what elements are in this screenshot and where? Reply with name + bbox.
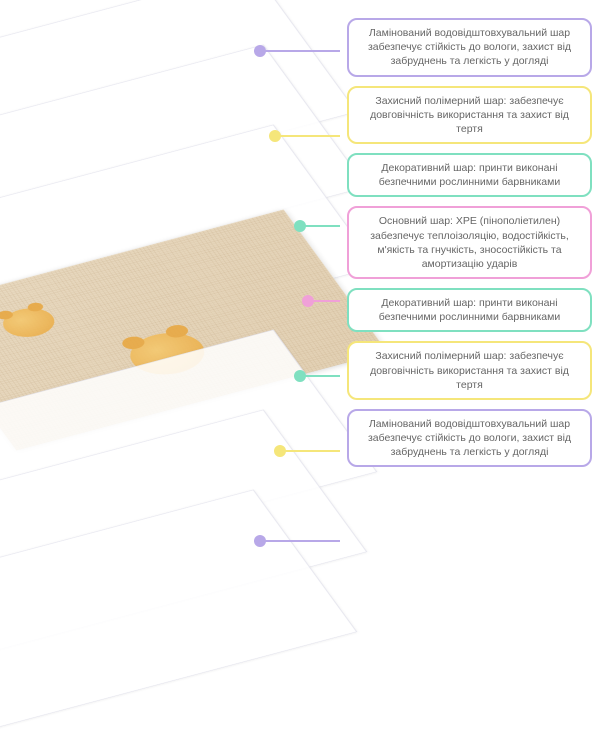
connector-2	[300, 225, 340, 227]
label-main-xpe: Основний шар: XPE (пінополіетилен) забез…	[347, 206, 592, 279]
labels-column: Ламінований водовідштовхувальний шар заб…	[347, 18, 592, 467]
exploded-diagram	[0, 0, 340, 600]
connector-0	[260, 50, 340, 52]
label-laminate-bottom: Ламінований водовідштовхувальний шар заб…	[347, 409, 592, 468]
label-polymer-top: Захисний полімерний шар: забезпечує довг…	[347, 86, 592, 145]
connector-6	[260, 540, 340, 542]
label-decor-top: Декоративний шар: принти виконані безпеч…	[347, 153, 592, 197]
label-decor-bottom: Декоративний шар: принти виконані безпеч…	[347, 288, 592, 332]
label-polymer-bottom: Захисний полімерний шар: забезпечує довг…	[347, 341, 592, 400]
connector-3	[308, 300, 340, 302]
label-laminate-top: Ламінований водовідштовхувальний шар заб…	[347, 18, 592, 77]
connector-1	[275, 135, 340, 137]
connector-4	[300, 375, 340, 377]
connector-5	[280, 450, 340, 452]
